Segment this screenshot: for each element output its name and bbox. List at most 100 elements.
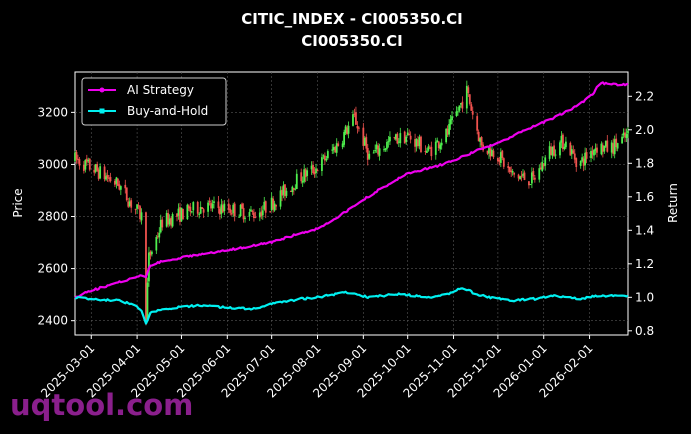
candle-body — [241, 203, 243, 209]
candle-body — [356, 125, 359, 129]
candle-body — [125, 187, 128, 201]
candle-body — [149, 251, 152, 256]
candle-body — [440, 142, 443, 146]
candle-body — [210, 202, 212, 209]
candle-body — [97, 169, 100, 179]
candle-body — [306, 170, 309, 176]
legend-box — [81, 77, 227, 126]
candle-body — [331, 149, 334, 151]
candle-body — [352, 114, 354, 126]
candle-body — [326, 151, 329, 159]
candle-body — [74, 152, 76, 161]
candle-body — [219, 208, 221, 215]
candle-body — [375, 144, 378, 150]
candle-body — [468, 94, 471, 104]
candle-body — [591, 150, 594, 155]
candle-body — [501, 150, 504, 158]
candle-body — [258, 212, 261, 218]
candle-body — [315, 168, 317, 174]
y-left-tick-label: 2800 — [37, 210, 68, 224]
candle-body — [292, 187, 295, 190]
candle-body — [539, 167, 542, 170]
candle-body — [502, 158, 505, 167]
candle-body — [363, 137, 366, 146]
candle-body — [304, 169, 307, 178]
candle-body — [341, 143, 344, 148]
candle-body — [82, 164, 85, 171]
candle-body — [596, 147, 598, 153]
candle-body — [449, 119, 452, 125]
y-left-tick-label: 2400 — [37, 314, 68, 328]
candle-body — [471, 111, 474, 115]
candle-body — [606, 140, 609, 152]
candle-body — [264, 201, 267, 213]
candle-body — [196, 202, 199, 214]
candle-body — [511, 171, 514, 173]
watermark-text: uqtool.com — [10, 388, 194, 422]
candle-body — [457, 111, 459, 113]
candle-body — [387, 141, 390, 143]
candle-body — [622, 132, 625, 136]
candle-body — [223, 203, 226, 212]
candle-body — [559, 142, 561, 156]
legend-bh-label: Buy-and-Hold — [127, 104, 208, 118]
candle-body — [221, 205, 224, 213]
candle-body — [584, 152, 587, 166]
candle-body — [451, 116, 453, 121]
candlestick-series — [74, 80, 629, 326]
candle-body — [528, 181, 530, 186]
return-series — [74, 81, 629, 325]
candle-body — [458, 105, 461, 111]
candle-body — [109, 176, 112, 182]
candle-body — [414, 139, 416, 147]
candle-body — [227, 203, 230, 210]
candle-body — [156, 236, 159, 238]
candle-body — [254, 216, 257, 218]
candle-body — [604, 140, 607, 147]
candle-body — [562, 134, 564, 150]
y-right-tick-label: 1.0 — [635, 290, 654, 304]
candle-body — [137, 205, 140, 207]
candle-body — [115, 177, 118, 184]
left-axis-label: Price — [11, 188, 25, 217]
candle-body — [94, 164, 97, 172]
candle-body — [544, 157, 547, 166]
candle-body — [347, 125, 350, 134]
candle-body — [570, 149, 573, 155]
candle-body — [362, 127, 365, 146]
candle-body — [180, 207, 183, 222]
candle-body — [134, 208, 137, 210]
candle-body — [279, 190, 282, 207]
candle-body — [250, 209, 252, 212]
candle-body — [554, 154, 557, 156]
candle-body — [590, 151, 592, 159]
candle-body — [488, 147, 490, 154]
candle-body — [542, 163, 545, 167]
candle-body — [321, 157, 323, 171]
candle-body — [312, 165, 314, 174]
candle-body — [541, 161, 544, 171]
candle-body — [136, 204, 139, 209]
candle-body — [334, 146, 337, 153]
candle-body — [426, 150, 428, 153]
candle-body — [295, 173, 298, 189]
candle-body — [510, 170, 513, 173]
candle-body — [430, 146, 433, 157]
candle-body — [343, 132, 346, 145]
legend-ai-label: AI Strategy — [127, 83, 194, 97]
candle-body — [323, 155, 326, 161]
candle-body — [405, 136, 408, 142]
candle-body — [529, 184, 532, 186]
candle-body — [420, 136, 422, 153]
candle-body — [467, 87, 470, 94]
candle-body — [187, 205, 190, 209]
candle-body — [161, 219, 164, 228]
candle-body — [477, 131, 480, 142]
candle-body — [139, 206, 141, 219]
candle-body — [564, 141, 567, 148]
candle-body — [357, 127, 360, 129]
candle-body — [275, 204, 277, 207]
left-y-axis-ticks: 2400 2600 2800 3000 3200 — [37, 105, 75, 328]
candle-body — [616, 143, 619, 149]
